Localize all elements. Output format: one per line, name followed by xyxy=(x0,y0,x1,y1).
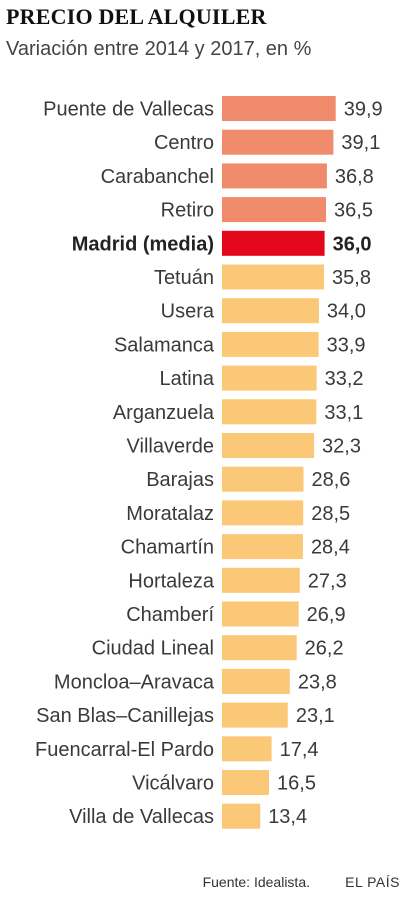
bar-1 xyxy=(222,129,334,155)
bar-0 xyxy=(222,96,336,121)
value-label-12: 28,5 xyxy=(311,503,350,525)
source-note: Fuente: Idealista. xyxy=(202,874,310,890)
value-label-21: 13,4 xyxy=(268,806,307,828)
bar-5 xyxy=(222,264,324,290)
category-label-5: Tetuán xyxy=(154,267,214,289)
bar-10 xyxy=(222,433,315,458)
value-label-9: 33,1 xyxy=(324,402,363,424)
category-label-14: Hortaleza xyxy=(128,570,214,592)
value-label-3: 36,5 xyxy=(334,200,373,222)
value-label-13: 28,4 xyxy=(311,537,350,559)
value-label-5: 35,8 xyxy=(332,267,371,289)
value-label-10: 32,3 xyxy=(322,436,361,458)
category-label-16: Ciudad Lineal xyxy=(92,638,214,660)
category-label-4: Madrid (media) xyxy=(72,233,214,255)
category-label-11: Barajas xyxy=(146,469,214,491)
category-label-21: Villa de Vallecas xyxy=(69,806,214,828)
chart-title: PRECIO DEL ALQUILER xyxy=(6,4,267,29)
value-label-7: 33,9 xyxy=(327,334,366,356)
value-label-0: 39,9 xyxy=(344,99,383,121)
value-label-15: 26,9 xyxy=(307,604,346,626)
category-label-10: Villaverde xyxy=(127,436,214,458)
category-label-13: Chamartín xyxy=(121,537,214,559)
footer: Fuente: Idealista. EL PAÍS xyxy=(0,868,414,898)
bar-13 xyxy=(222,534,303,560)
category-label-6: Usera xyxy=(161,301,215,323)
category-label-15: Chamberí xyxy=(126,604,214,626)
bar-12 xyxy=(222,500,304,526)
value-label-8: 33,2 xyxy=(325,368,364,390)
bar-8 xyxy=(222,365,317,391)
category-label-19: Fuencarral-El Pardo xyxy=(35,739,214,761)
category-label-1: Centro xyxy=(154,132,214,154)
category-label-2: Carabanchel xyxy=(101,166,214,188)
value-label-11: 28,6 xyxy=(312,469,351,491)
bar-16 xyxy=(222,635,297,661)
bar-11 xyxy=(222,466,304,492)
category-label-18: San Blas–Canillejas xyxy=(36,705,214,727)
brand-logo: EL PAÍS xyxy=(345,874,400,890)
value-label-20: 16,5 xyxy=(277,773,316,795)
bar-20 xyxy=(222,770,269,795)
bar-14 xyxy=(222,567,300,593)
category-label-3: Retiro xyxy=(161,200,214,222)
category-label-20: Vicálvaro xyxy=(132,773,214,795)
chart-subtitle: Variación entre 2014 y 2017, en % xyxy=(6,38,312,60)
value-label-14: 27,3 xyxy=(308,570,347,592)
value-label-19: 17,4 xyxy=(280,739,319,761)
value-label-6: 34,0 xyxy=(327,301,366,323)
bar-21 xyxy=(222,803,261,829)
bar-19 xyxy=(222,736,272,762)
value-label-18: 23,1 xyxy=(296,705,335,727)
bar-17 xyxy=(222,668,290,694)
value-label-4: 36,0 xyxy=(333,233,372,255)
category-label-0: Puente de Vallecas xyxy=(43,99,214,121)
category-label-8: Latina xyxy=(160,368,215,390)
bar-4 xyxy=(222,230,325,256)
category-label-17: Moncloa–Aravaca xyxy=(54,671,215,693)
bar-3 xyxy=(222,197,326,223)
value-label-1: 39,1 xyxy=(341,132,380,154)
value-label-2: 36,8 xyxy=(335,166,374,188)
value-label-17: 23,8 xyxy=(298,671,337,693)
bar-15 xyxy=(222,601,299,627)
bar-6 xyxy=(222,298,319,324)
category-label-7: Salamanca xyxy=(114,334,215,356)
bar-18 xyxy=(222,702,288,728)
bar-chart: Puente de Vallecas 39,9 Centro 39,1 Carabanc… xyxy=(35,96,383,829)
bar-9 xyxy=(222,399,317,425)
bar-7 xyxy=(222,331,319,357)
bar-2 xyxy=(222,163,327,189)
category-label-12: Moratalaz xyxy=(126,503,214,525)
value-label-16: 26,2 xyxy=(305,638,344,660)
category-label-9: Arganzuela xyxy=(113,402,215,424)
